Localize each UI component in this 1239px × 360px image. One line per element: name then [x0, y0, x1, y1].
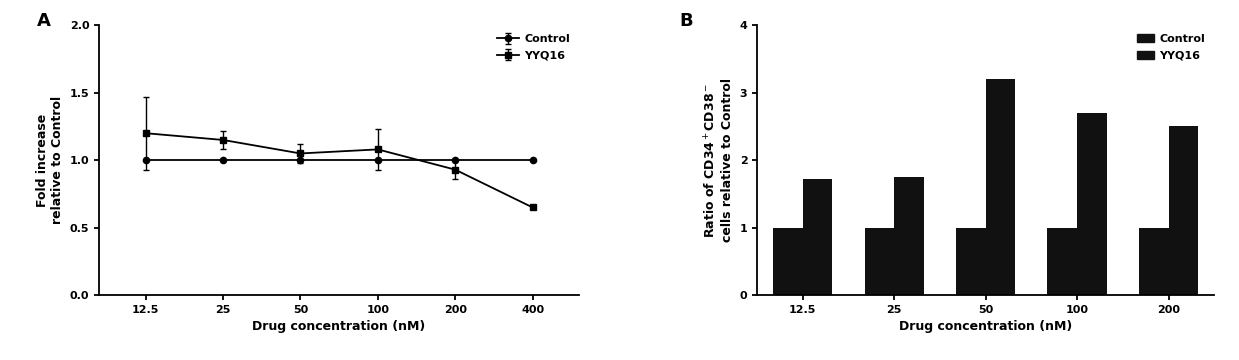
Bar: [986, 79, 1015, 295]
Bar: [773, 228, 803, 295]
Legend: Control, YYQ16: Control, YYQ16: [1134, 31, 1209, 64]
Bar: [1077, 113, 1106, 295]
Bar: [957, 228, 986, 295]
Legend: Control, YYQ16: Control, YYQ16: [493, 31, 574, 64]
X-axis label: Drug concentration (nM): Drug concentration (nM): [900, 320, 1072, 333]
Y-axis label: Ratio of CD34$^+$CD38$^-$
cells relative to Control: Ratio of CD34$^+$CD38$^-$ cells relative…: [704, 78, 733, 242]
Y-axis label: Fold increase
relative to Control: Fold increase relative to Control: [36, 96, 64, 224]
Bar: [895, 177, 924, 295]
Text: A: A: [37, 12, 51, 30]
Text: B: B: [679, 12, 693, 30]
Bar: [1139, 228, 1168, 295]
Bar: [1047, 228, 1077, 295]
Bar: [803, 179, 833, 295]
X-axis label: Drug concentration (nM): Drug concentration (nM): [253, 320, 426, 333]
Bar: [1168, 126, 1198, 295]
Bar: [865, 228, 895, 295]
